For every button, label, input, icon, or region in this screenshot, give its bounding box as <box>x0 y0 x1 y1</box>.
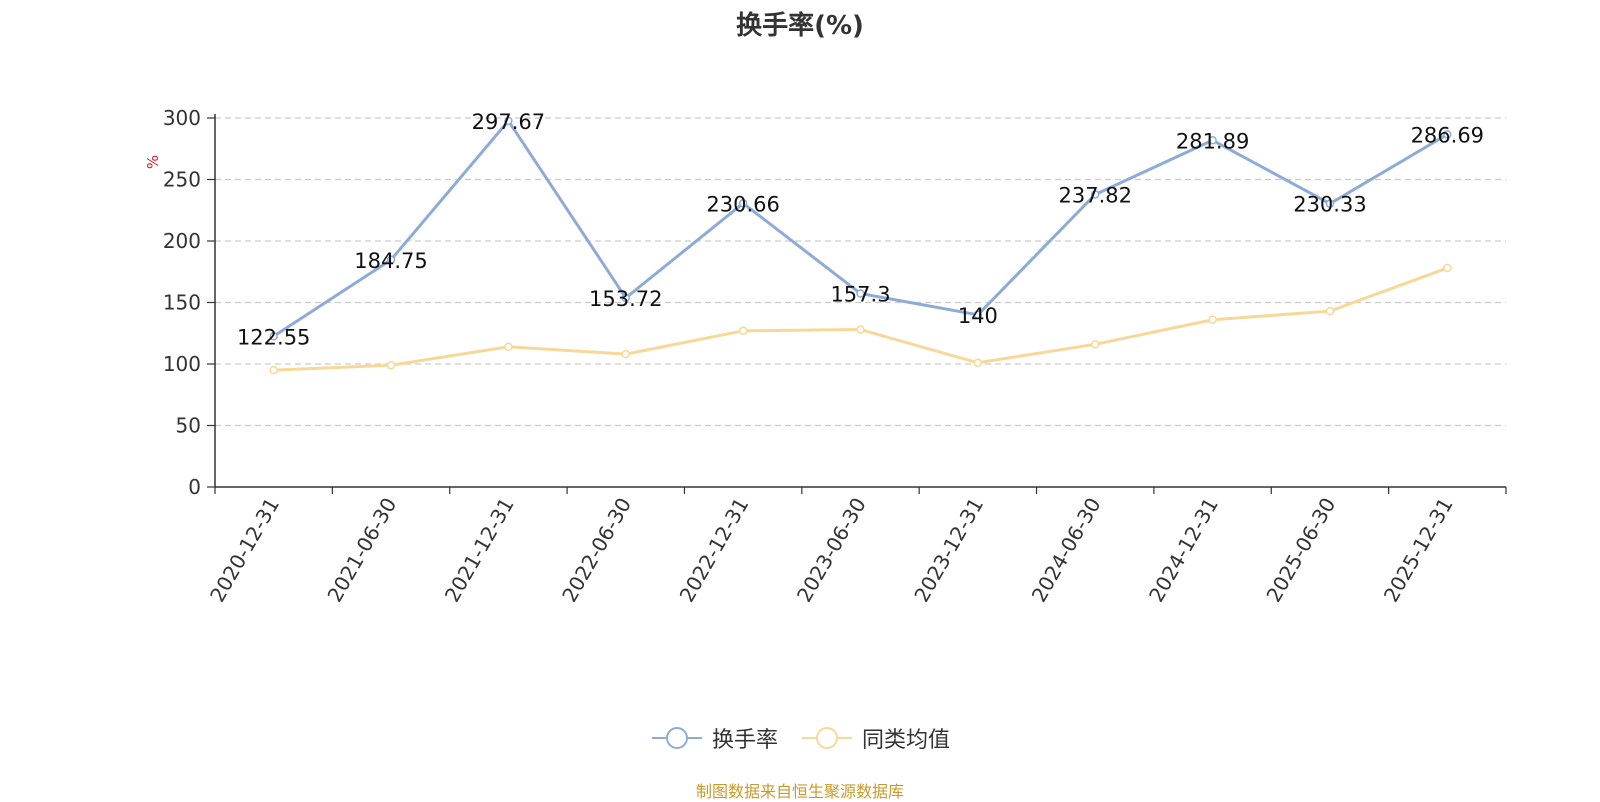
x-tick-label: 2025-12-31 <box>1379 494 1458 607</box>
data-labels: 122.55 184.75 297.67 153.72 230.66 157.3 140 23… <box>237 110 1484 349</box>
y-tick-label: 150 <box>163 291 201 315</box>
series-1-point[interactable] <box>504 342 513 352</box>
series-1-point[interactable] <box>856 325 865 334</box>
data-label: 184.75 <box>354 249 427 273</box>
data-label: 153.72 <box>589 287 662 311</box>
x-tick-label: 2023-06-30 <box>792 494 871 607</box>
x-tick-label: 2025-06-30 <box>1261 494 1340 607</box>
series-0-point[interactable] <box>621 293 631 303</box>
series-1-point[interactable] <box>269 365 278 375</box>
data-label: 237.82 <box>1058 183 1131 207</box>
series-1-point[interactable] <box>973 358 983 368</box>
x-tick-label: 2021-12-31 <box>440 494 519 607</box>
chart-title: 换手率(%) <box>736 11 864 41</box>
x-tick-label: 2024-12-31 <box>1144 494 1223 607</box>
legend-label-peer-average: 同类均值 <box>862 728 951 753</box>
data-label: 157.3 <box>830 283 890 307</box>
series-0-point[interactable] <box>386 255 396 265</box>
data-label: 122.55 <box>237 325 310 349</box>
series-0-point[interactable] <box>738 199 748 208</box>
x-tick-label: 2024-06-30 <box>1027 494 1106 607</box>
x-tick-label: 2022-12-31 <box>675 494 754 607</box>
series-1-point[interactable] <box>1325 306 1335 316</box>
y-tick-label: 300 <box>163 106 201 130</box>
axes: 0 50 100 150 200 250 300 2020-12-31 2021-06-30 20… <box>163 106 1507 607</box>
series-0-point[interactable] <box>856 289 865 298</box>
y-tick-label: 200 <box>163 229 201 253</box>
x-tick-label: 2021-06-30 <box>322 493 401 606</box>
legend-label-turnover: 换手率 <box>711 728 778 753</box>
series-lines <box>269 116 1452 375</box>
series-1-point[interactable] <box>1090 340 1100 349</box>
series-0-point[interactable] <box>504 116 513 126</box>
series-1-point[interactable] <box>1443 263 1452 273</box>
x-tick-label: 2020-12-31 <box>205 494 284 607</box>
data-label: 230.33 <box>1293 193 1366 217</box>
series-0-point[interactable] <box>269 332 278 341</box>
series-0-point[interactable] <box>1090 190 1100 199</box>
series-1-point[interactable] <box>738 326 748 336</box>
y-axis-label: % <box>144 155 162 169</box>
data-label: 230.66 <box>706 192 779 216</box>
y-tick-label: 50 <box>176 414 201 438</box>
data-label: 140 <box>958 304 998 328</box>
series-0-point[interactable] <box>1325 199 1335 208</box>
series-1-point[interactable] <box>1208 315 1217 324</box>
gridlines <box>215 117 1506 427</box>
legend-item-peer-average[interactable]: 同类均值 <box>800 722 950 754</box>
x-tick-label: 2022-06-30 <box>557 494 636 607</box>
data-label: 286.69 <box>1411 123 1484 147</box>
y-tick-label: 250 <box>163 168 201 192</box>
line-chart: 0 50 100 150 200 250 300 2020-12-31 2021-06-30 20… <box>144 106 1507 607</box>
series-0-point[interactable] <box>1443 130 1452 139</box>
y-tick-label: 0 <box>188 475 201 499</box>
source-note: 制图数据来自恒生聚源数据库 <box>695 782 904 801</box>
data-label: 297.67 <box>472 110 545 134</box>
series-1-point[interactable] <box>621 349 631 359</box>
series-0-point[interactable] <box>973 310 983 320</box>
series-0-point[interactable] <box>1208 136 1217 145</box>
legend: 换手率 同类均值 <box>0 722 1600 754</box>
legend-marker-turnover-icon <box>651 727 702 749</box>
data-label: 281.89 <box>1176 129 1249 153</box>
legend-item-turnover[interactable]: 换手率 <box>650 722 778 754</box>
series-1-point[interactable] <box>386 360 396 370</box>
legend-marker-peer-average-icon <box>802 727 852 749</box>
x-tick-label: 2023-12-31 <box>909 494 988 607</box>
y-tick-label: 100 <box>163 352 201 376</box>
